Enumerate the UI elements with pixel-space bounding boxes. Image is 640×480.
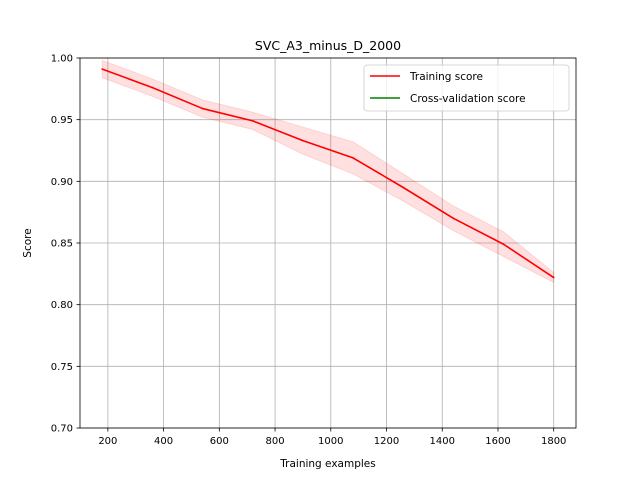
y-tick-label: 0.80 [51, 300, 73, 311]
series-0-point [151, 86, 154, 89]
confidence-band-layer [101, 59, 555, 284]
y-tick-label: 0.95 [51, 115, 73, 126]
x-tick-label: 1800 [541, 436, 566, 447]
series-0-point [201, 107, 204, 110]
series-0-line [102, 68, 555, 279]
y-tick-label: 0.85 [51, 239, 73, 250]
series-0-point [352, 157, 354, 159]
y-tick-label: 1.00 [51, 54, 73, 65]
y-axis-ticks: 0.70 0.75 0.80 0.85 0.90 0.95 1.00 [51, 54, 80, 435]
y-tick-label: 0.75 [51, 362, 73, 373]
x-tick-label: 400 [154, 436, 173, 447]
x-tick-label: 200 [98, 436, 117, 447]
x-tick-label: 1000 [318, 436, 343, 447]
series-0-point [552, 276, 555, 279]
x-tick-label: 1400 [430, 436, 455, 447]
series-0-point [302, 139, 304, 142]
series-0-point [101, 68, 104, 70]
x-axis-label: Training examples [279, 458, 375, 470]
plot-area: 200 400 600 800 1000 1200 1400 1600 1800 0.700.7… [51, 54, 577, 447]
y-tick-label: 0.90 [51, 177, 73, 188]
legend-label-training: Training score [409, 71, 483, 83]
legend-label-cv: Cross-validation score [410, 93, 526, 105]
legend: Training score Cross-validation score [363, 64, 570, 112]
y-tick-label: 0.70 [51, 424, 73, 435]
series-0-point [402, 186, 405, 189]
x-tick-label: 800 [266, 436, 285, 447]
x-axis-ticks: 200 400 600 800 1000 1200 1400 1600 1800 [98, 428, 566, 447]
series-0-point [251, 120, 254, 122]
y-axis-label: Score [22, 228, 34, 257]
series-line-layer [101, 68, 555, 279]
series-0-confidence-band [101, 59, 555, 284]
series-0-point [502, 243, 505, 246]
x-tick-label: 1200 [374, 436, 399, 447]
x-tick-label: 1600 [485, 436, 510, 447]
legend-box [363, 64, 570, 112]
x-tick-label: 600 [210, 436, 229, 447]
chart-title: SVC_A3_minus_D_2000 [255, 38, 401, 53]
series-0-point [452, 217, 455, 220]
